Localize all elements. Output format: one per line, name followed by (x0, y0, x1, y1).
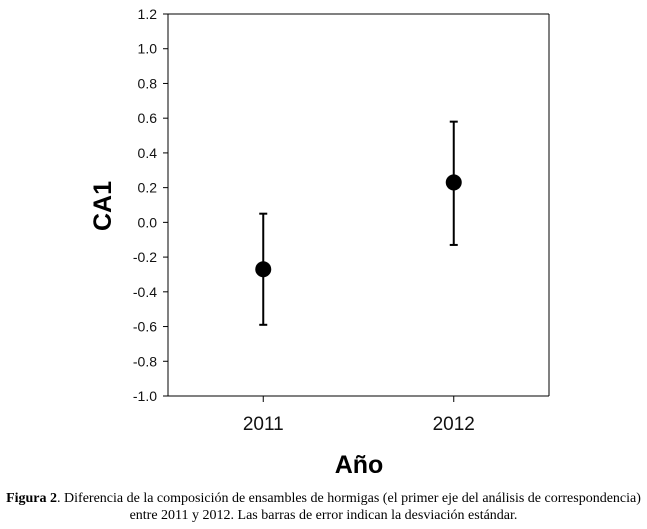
x-tick-label: 2011 (243, 414, 284, 435)
data-point (255, 261, 272, 278)
y-tick-label: 1.0 (138, 41, 158, 57)
y-tick-label: -0.2 (133, 249, 157, 265)
y-tick-label: -1.0 (133, 388, 157, 404)
axes (167, 13, 550, 397)
y-tick-label: 0.4 (138, 145, 158, 161)
y-tick-label: 0.2 (138, 180, 158, 196)
y-tick-label: 0.6 (138, 110, 158, 126)
x-axis-title: Año (335, 451, 384, 479)
chart: -1.0 -0.8 -0.6 -0.4 -0.2 0.0 0.2 0.4 0.6 0.8 1.0 1.… (89, 6, 550, 479)
figure-caption: Figura 2. Diferencia de la composición d… (0, 490, 647, 524)
x-axis-ticks: 2011 2012 (243, 396, 475, 435)
y-tick-label: 1.2 (138, 6, 158, 22)
data-marks (255, 120, 462, 326)
y-axis-title: CA1 (89, 181, 117, 231)
x-tick-label: 2012 (433, 414, 475, 435)
y-tick-label: -0.4 (133, 284, 157, 300)
y-tick-label: 0.0 (138, 214, 158, 230)
y-tick-label: -0.8 (133, 353, 157, 369)
data-point (445, 174, 462, 191)
figure-caption-text: . Diferencia de la composición de ensamb… (57, 491, 641, 523)
y-tick-label: 0.8 (138, 75, 158, 91)
figure-label: Figura 2 (6, 491, 58, 506)
y-tick-label: -0.6 (133, 319, 157, 335)
y-axis-ticks: -1.0 -0.8 -0.6 -0.4 -0.2 0.0 0.2 0.4 0.6 0.8 1.0 1.… (133, 6, 168, 404)
